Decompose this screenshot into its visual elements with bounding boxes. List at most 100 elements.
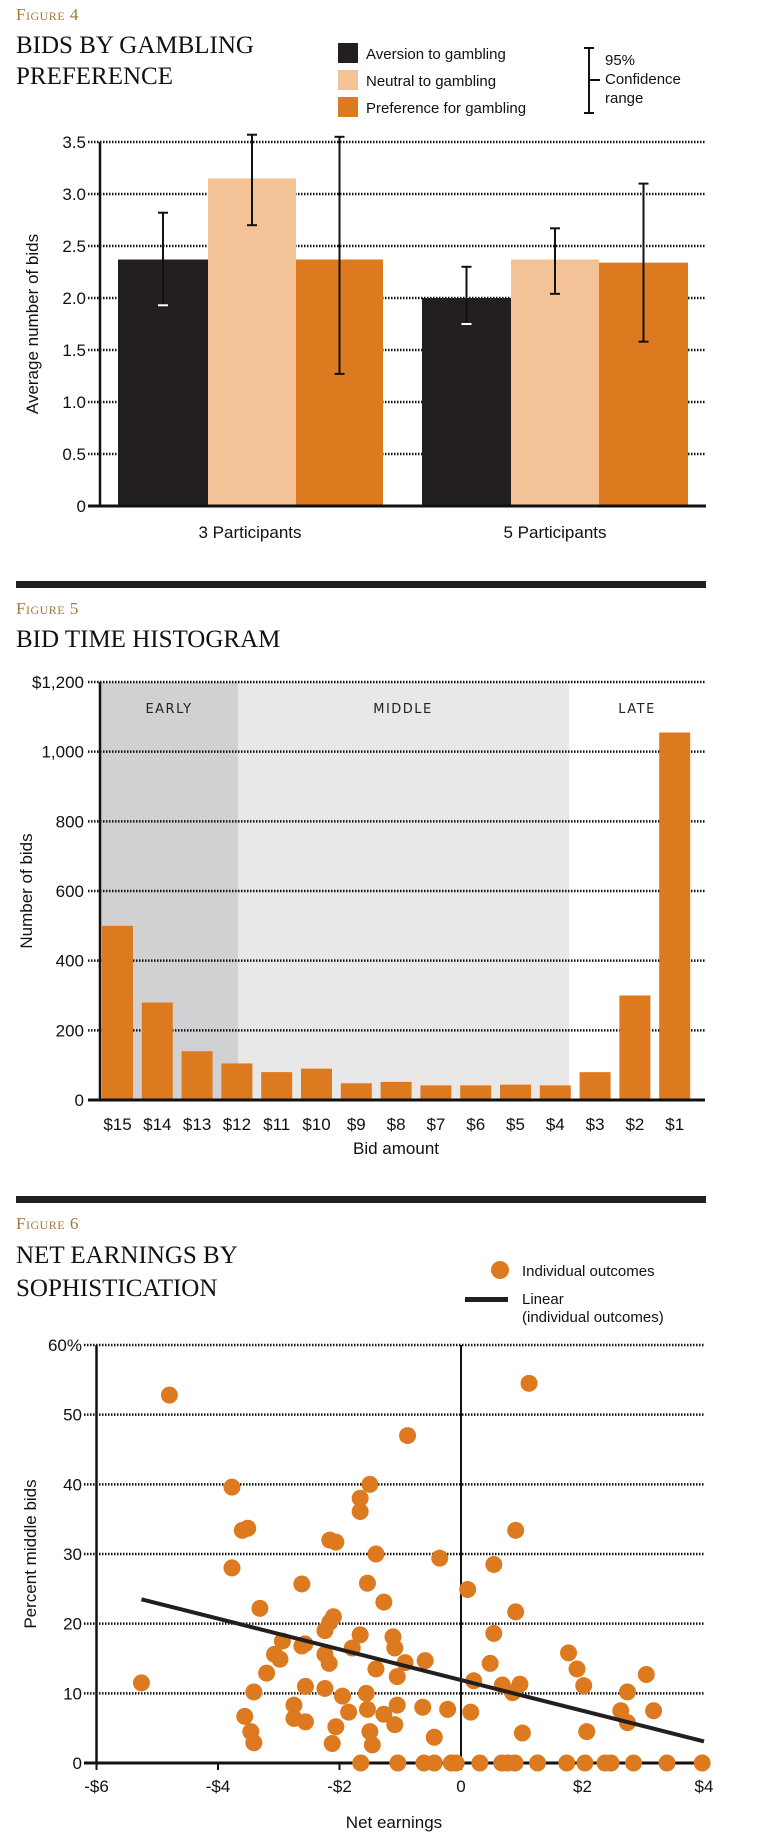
legend-label-preference: Preference for gambling — [366, 100, 526, 117]
y-tick-label: 3.5 — [62, 133, 86, 152]
x-tick-label: $9 — [347, 1115, 366, 1134]
x-tick-label: $2 — [573, 1777, 592, 1796]
y-tick-label: 200 — [56, 1021, 84, 1040]
scatter-point — [602, 1754, 620, 1772]
figure-6-title-line2: SOPHISTICATION — [16, 1275, 217, 1302]
scatter-point — [389, 1754, 407, 1772]
divider — [16, 581, 706, 588]
legend-dot-icon — [491, 1261, 509, 1279]
scatter-point — [132, 1674, 150, 1692]
figure-5-xlabel: Bid amount — [353, 1139, 439, 1158]
figure-4-xtick-5: 5 Participants — [504, 523, 607, 542]
figure-5: Figure 5 BID TIME HISTOGRAM EARLY MIDDLE L… — [16, 599, 705, 1158]
scatter-point — [375, 1705, 393, 1723]
x-tick-label: $7 — [426, 1115, 445, 1134]
legend-swatch-neutral — [338, 70, 358, 90]
scatter-point — [296, 1677, 314, 1695]
x-tick-label: $15 — [103, 1115, 131, 1134]
scatter-point — [388, 1696, 406, 1714]
scatter-point — [340, 1703, 358, 1721]
histogram-bar — [619, 995, 651, 1100]
scatter-point — [245, 1683, 263, 1701]
figure-4-xtick-3: 3 Participants — [199, 523, 302, 542]
scatter-point — [386, 1716, 404, 1734]
scatter-point — [462, 1703, 480, 1721]
x-tick-label: -$2 — [327, 1777, 352, 1796]
y-tick-label: 1.0 — [62, 393, 86, 412]
x-tick-label: $1 — [665, 1115, 684, 1134]
figure-6-xlabel: Net earnings — [346, 1813, 442, 1832]
scatter-point — [425, 1728, 443, 1746]
scatter-point — [367, 1660, 385, 1678]
x-tick-label: $5 — [506, 1115, 525, 1134]
legend-label-aversion: Aversion to gambling — [366, 46, 506, 63]
scatter-point — [576, 1754, 594, 1772]
error-bar — [334, 135, 345, 375]
histogram-bar — [500, 1084, 531, 1100]
scatter-point — [334, 1687, 352, 1705]
legend-label-neutral: Neutral to gambling — [366, 73, 496, 90]
x-tick-label: 0 — [456, 1777, 465, 1796]
scatter-point — [399, 1427, 417, 1445]
legend-line-icon — [465, 1297, 508, 1302]
bar-neutral-to-gambling — [511, 259, 599, 506]
scatter-point — [239, 1519, 257, 1537]
scatter-point — [361, 1475, 379, 1493]
scatter-point — [320, 1654, 338, 1672]
error-bar — [247, 133, 257, 227]
y-tick-label: 600 — [56, 882, 84, 901]
figure-4-ylabel: Average number of bids — [23, 234, 42, 414]
scatter-point — [637, 1666, 655, 1684]
scatter-point — [645, 1702, 663, 1720]
figure-6-ylabel: Percent middle bids — [21, 1479, 40, 1628]
scatter-point — [296, 1713, 314, 1731]
y-tick-label: 1.5 — [62, 341, 86, 360]
band-label-late: LATE — [618, 702, 656, 717]
trend-line — [140, 1597, 705, 1744]
histogram-bar — [141, 1002, 173, 1100]
scatter-point — [414, 1698, 432, 1716]
scatter-point — [693, 1754, 711, 1772]
error-bar — [550, 227, 560, 295]
scatter-point — [363, 1736, 381, 1754]
scatter-point — [245, 1734, 263, 1752]
histogram-bar — [539, 1085, 571, 1100]
scatter-point — [578, 1723, 596, 1741]
y-tick-label: 10 — [63, 1684, 82, 1703]
scatter-point — [485, 1624, 503, 1642]
scatter-point — [258, 1664, 276, 1682]
scatter-point — [327, 1718, 345, 1736]
legend-label-linear-sub: (individual outcomes) — [522, 1309, 664, 1326]
scatter-point — [618, 1683, 636, 1701]
scatter-point — [271, 1650, 289, 1668]
x-tick-label: $2 — [625, 1115, 644, 1134]
divider — [16, 1196, 706, 1203]
scatter-point — [529, 1754, 547, 1772]
scatter-point — [425, 1754, 443, 1772]
x-tick-label: $3 — [586, 1115, 605, 1134]
y-tick-label: 2.5 — [62, 237, 86, 256]
scatter-point — [357, 1684, 375, 1702]
figure-5-title: BID TIME HISTOGRAM — [16, 626, 280, 653]
scatter-point — [361, 1723, 379, 1741]
scatter-point — [575, 1677, 593, 1695]
scatter-point — [471, 1754, 489, 1772]
scatter-point — [236, 1707, 254, 1725]
y-tick-label: 0 — [77, 497, 86, 516]
band-label-middle: MIDDLE — [373, 702, 433, 717]
scatter-point — [513, 1724, 531, 1742]
scatter-point — [367, 1545, 385, 1563]
scatter-point — [223, 1559, 241, 1577]
figure-4-title-line2: PREFERENCE — [16, 63, 173, 90]
figure-4: Figure 4 BIDS BY GAMBLING PREFERENCE Ave… — [16, 5, 706, 542]
figure-5-ylabel: Number of bids — [17, 833, 36, 948]
figure-5-label: Figure 5 — [16, 599, 79, 618]
scatter-point — [439, 1700, 457, 1718]
scatter-point — [223, 1478, 241, 1496]
y-tick-label: 3.0 — [62, 185, 86, 204]
histogram-bar — [221, 1063, 253, 1100]
scatter-point — [251, 1599, 269, 1617]
y-tick-label: 60% — [48, 1336, 82, 1355]
figure-4-label: Figure 4 — [16, 5, 79, 24]
